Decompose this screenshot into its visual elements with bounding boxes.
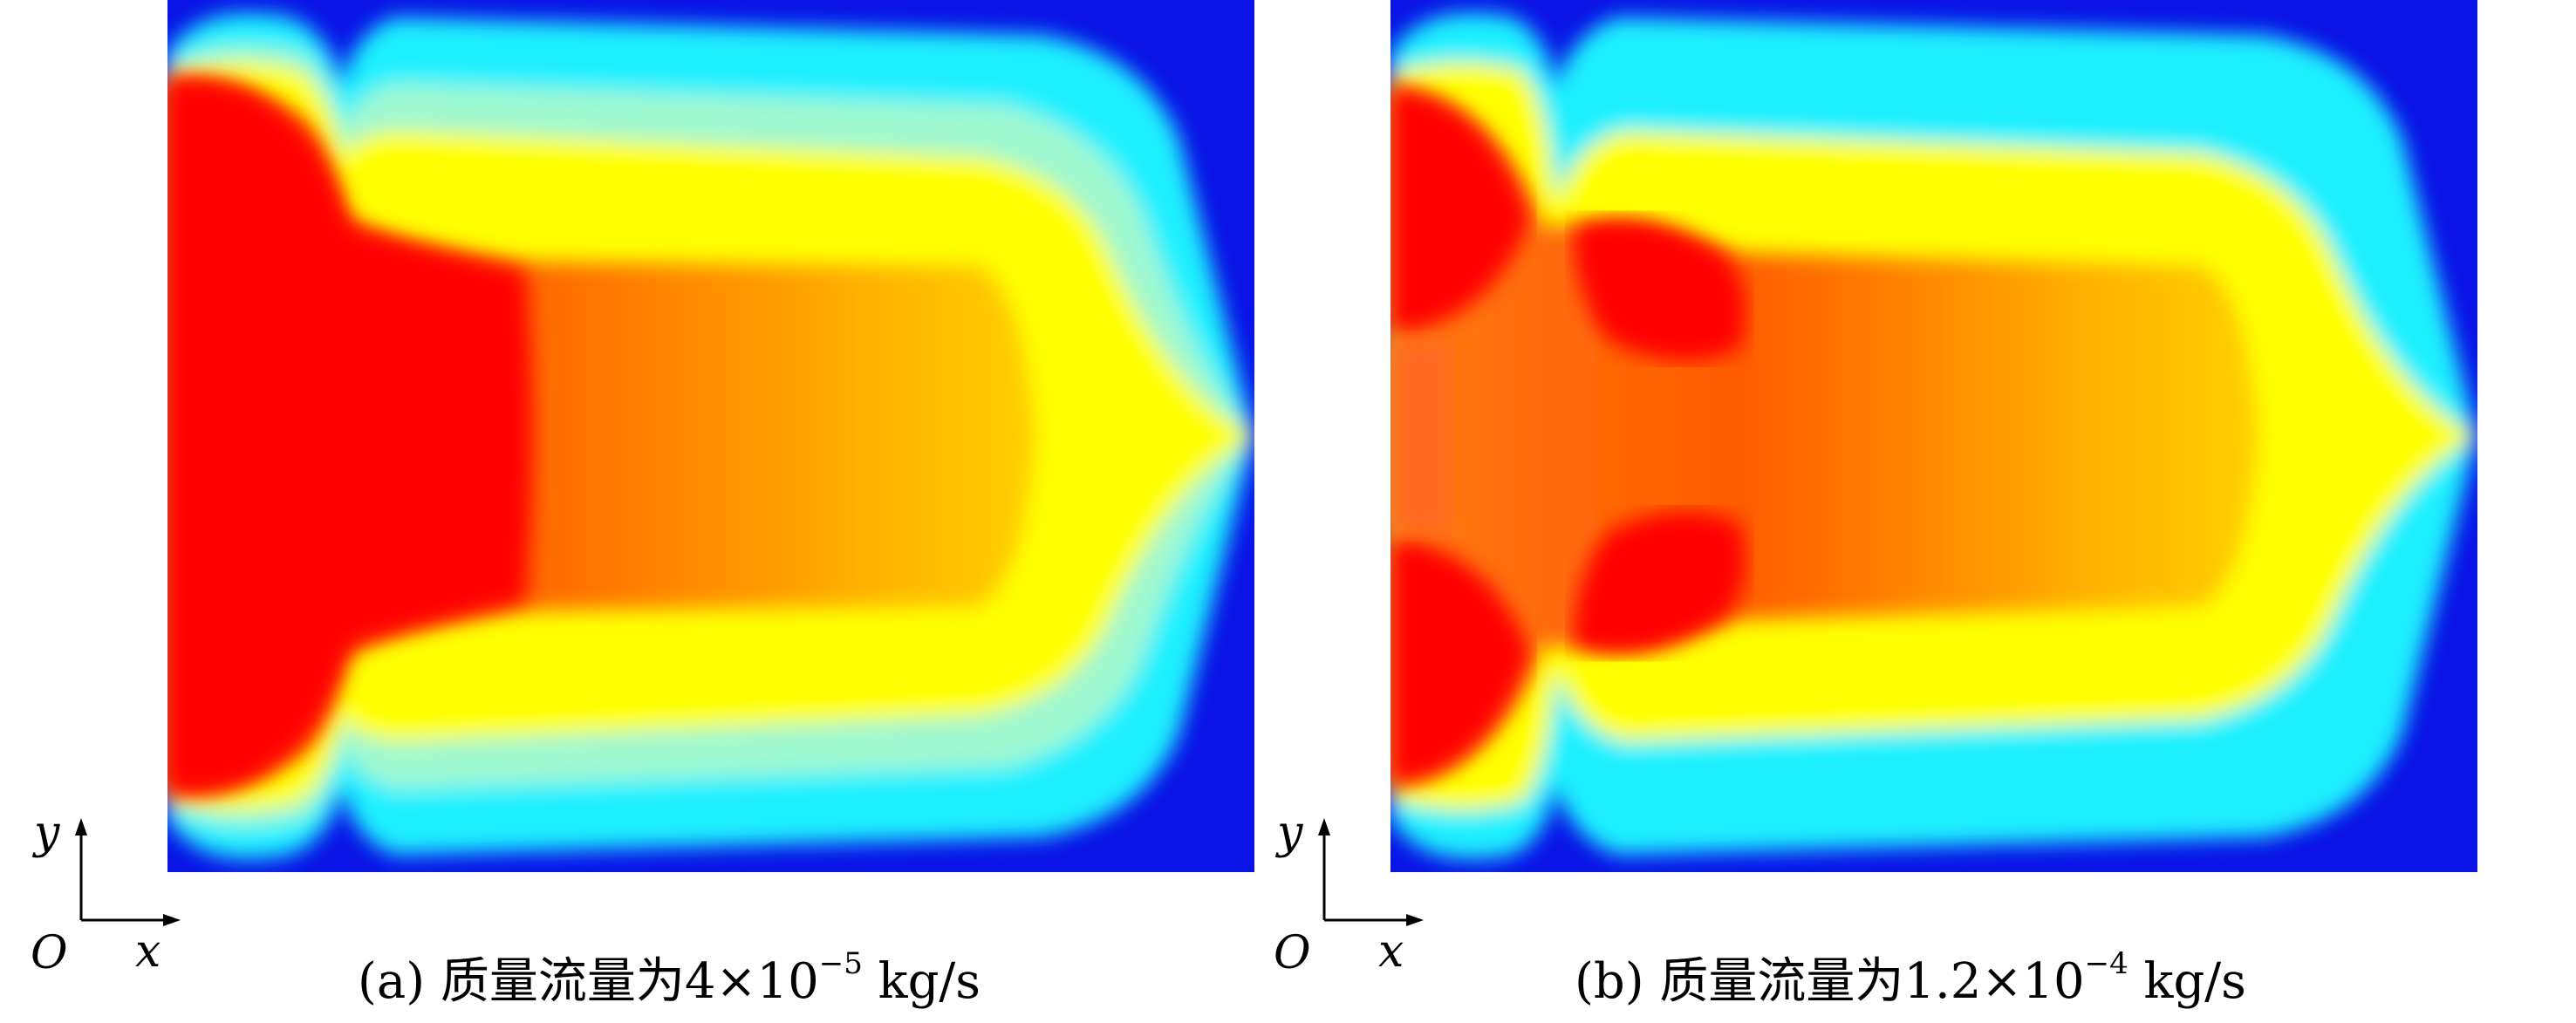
caption-unit: kg/s: [862, 953, 981, 1010]
caption-unit: kg/s: [2128, 953, 2246, 1010]
caption-mantissa: 1.2: [1903, 953, 1982, 1010]
caption-b: (b) 质量流量为1.2×10−4 kg/s: [1575, 942, 2246, 1013]
caption-times: ×: [715, 953, 757, 1010]
caption-exponent: −4: [2084, 946, 2128, 981]
contour-field-b: [1390, 0, 2477, 872]
contour-red-a: [167, 80, 532, 792]
contour-red-left-b: [1390, 87, 1530, 785]
contour-red-lower-b: [1574, 512, 1746, 654]
axis-y-label: y: [32, 807, 60, 859]
axis-arrows-a: y O x: [31, 807, 181, 979]
caption-mantissa: 4: [684, 953, 716, 1010]
axis-indicator-b: y O x: [1265, 807, 1466, 985]
axis-y-label: y: [1275, 807, 1303, 859]
caption-a: (a) 质量流量为4×10−5 kg/s: [358, 942, 981, 1013]
caption-base: 10: [2022, 953, 2085, 1010]
caption-exponent: −5: [818, 946, 863, 981]
axis-x-label: x: [1378, 925, 1404, 978]
contour-plot-b: [1390, 0, 2477, 872]
axis-origin-label: O: [31, 927, 68, 979]
caption-base: 10: [756, 953, 819, 1010]
axis-arrows-b: y O x: [1274, 807, 1424, 979]
contour-orange-left-b: [1390, 340, 1452, 532]
axis-x-label: x: [135, 925, 161, 978]
contour-plot-a: [167, 0, 1254, 872]
contour-red-upper-b: [1574, 218, 1746, 360]
contour-field-a: [167, 0, 1254, 872]
caption-prefix: (a) 质量流量为: [358, 953, 685, 1010]
axis-indicator-a: y O x: [22, 807, 222, 985]
axis-origin-label: O: [1274, 927, 1311, 979]
caption-times: ×: [1981, 953, 2023, 1010]
caption-prefix: (b) 质量流量为: [1575, 953, 1904, 1010]
